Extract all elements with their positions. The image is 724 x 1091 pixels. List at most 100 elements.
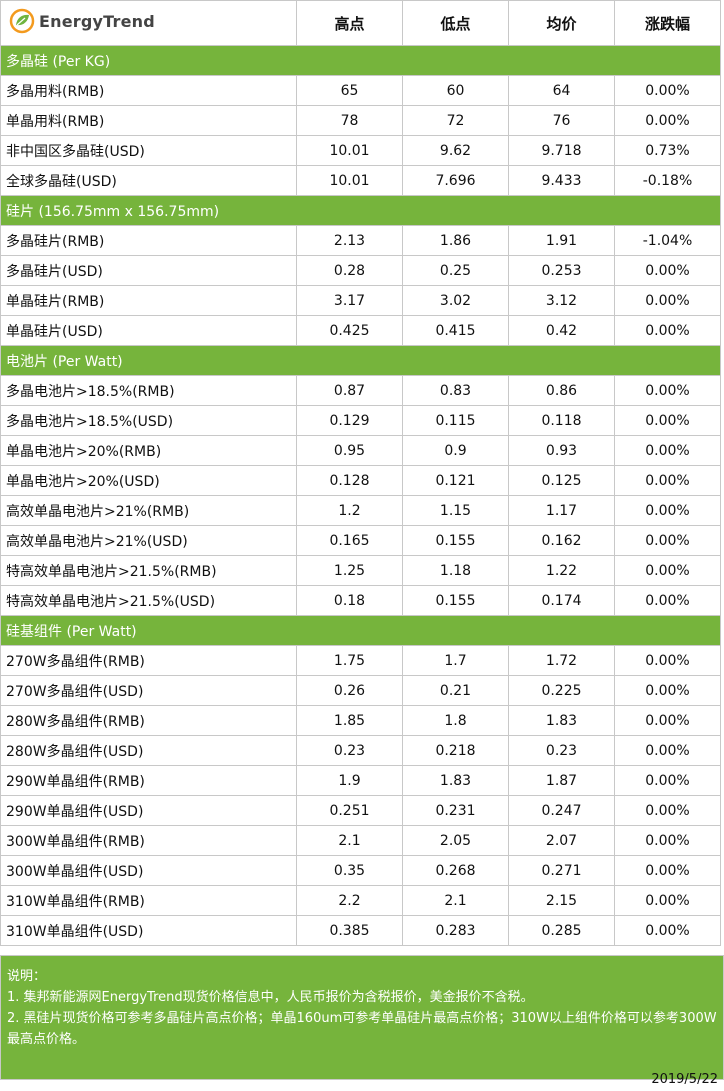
notes-line-1: 1. 集邦新能源网EnergyTrend现货价格信息中，人民币报价为含税报价，美… — [7, 990, 534, 1005]
change-cell: 0.00% — [614, 915, 721, 946]
change-cell: 0.00% — [614, 315, 721, 346]
column-header-high: 高点 — [296, 0, 403, 46]
table-row: 300W单晶组件(RMB) 2.1 2.05 2.07 0.00% — [0, 825, 721, 856]
section-title: 多晶硅 (Per KG) — [0, 45, 721, 76]
avg-price-cell: 0.118 — [508, 405, 615, 436]
product-name-cell: 290W单晶组件(RMB) — [0, 765, 297, 796]
high-price-cell: 0.95 — [296, 435, 403, 466]
high-price-cell: 0.251 — [296, 795, 403, 826]
avg-price-cell: 9.433 — [508, 165, 615, 196]
avg-price-cell: 64 — [508, 75, 615, 106]
product-name-cell: 多晶硅片(RMB) — [0, 225, 297, 256]
table-row: 270W多晶组件(RMB) 1.75 1.7 1.72 0.00% — [0, 645, 721, 676]
notes-box: 说明： 1. 集邦新能源网EnergyTrend现货价格信息中，人民币报价为含税… — [0, 955, 724, 1080]
change-cell: 0.00% — [614, 525, 721, 556]
product-name-cell: 多晶电池片>18.5%(USD) — [0, 405, 297, 436]
high-price-cell: 65 — [296, 75, 403, 106]
change-cell: -0.18% — [614, 165, 721, 196]
table-row: 单晶硅片(USD) 0.425 0.415 0.42 0.00% — [0, 315, 721, 346]
table-row: 全球多晶硅(USD) 10.01 7.696 9.433 -0.18% — [0, 165, 721, 196]
product-name-cell: 310W单晶组件(USD) — [0, 915, 297, 946]
change-cell: 0.00% — [614, 555, 721, 586]
low-price-cell: 0.231 — [402, 795, 509, 826]
table-row: 280W多晶组件(RMB) 1.85 1.8 1.83 0.00% — [0, 705, 721, 736]
product-name-cell: 单晶硅片(USD) — [0, 315, 297, 346]
notes-line-2: 2. 黑硅片现货价格可参考多晶硅片高点价格；单晶160um可参考单晶硅片最高点价… — [7, 1011, 717, 1047]
product-name-cell: 270W多晶组件(USD) — [0, 675, 297, 706]
change-cell: 0.00% — [614, 75, 721, 106]
high-price-cell: 0.129 — [296, 405, 403, 436]
low-price-cell: 1.83 — [402, 765, 509, 796]
high-price-cell: 1.9 — [296, 765, 403, 796]
change-cell: 0.00% — [614, 405, 721, 436]
table-row: 单晶硅片(RMB) 3.17 3.02 3.12 0.00% — [0, 285, 721, 316]
product-name-cell: 多晶硅片(USD) — [0, 255, 297, 286]
low-price-cell: 7.696 — [402, 165, 509, 196]
high-price-cell: 10.01 — [296, 165, 403, 196]
section-header-row: 电池片 (Per Watt) — [0, 345, 721, 376]
high-price-cell: 2.13 — [296, 225, 403, 256]
low-price-cell: 2.05 — [402, 825, 509, 856]
high-price-cell: 2.1 — [296, 825, 403, 856]
low-price-cell: 72 — [402, 105, 509, 136]
column-header-change: 涨跌幅 — [614, 0, 721, 46]
product-name-cell: 单晶用料(RMB) — [0, 105, 297, 136]
low-price-cell: 0.25 — [402, 255, 509, 286]
change-cell: 0.00% — [614, 795, 721, 826]
change-cell: 0.00% — [614, 285, 721, 316]
change-cell: 0.00% — [614, 585, 721, 616]
change-cell: 0.00% — [614, 705, 721, 736]
change-cell: 0.00% — [614, 765, 721, 796]
low-price-cell: 1.15 — [402, 495, 509, 526]
product-name-cell: 单晶电池片>20%(RMB) — [0, 435, 297, 466]
low-price-cell: 0.115 — [402, 405, 509, 436]
high-price-cell: 1.25 — [296, 555, 403, 586]
table-row: 310W单晶组件(RMB) 2.2 2.1 2.15 0.00% — [0, 885, 721, 916]
avg-price-cell: 0.225 — [508, 675, 615, 706]
product-name-cell: 单晶电池片>20%(USD) — [0, 465, 297, 496]
avg-price-cell: 1.87 — [508, 765, 615, 796]
high-price-cell: 0.18 — [296, 585, 403, 616]
avg-price-cell: 2.15 — [508, 885, 615, 916]
section-title: 电池片 (Per Watt) — [0, 345, 721, 376]
high-price-cell: 0.128 — [296, 465, 403, 496]
table-row: 非中国区多晶硅(USD) 10.01 9.62 9.718 0.73% — [0, 135, 721, 166]
table-row: 多晶用料(RMB) 65 60 64 0.00% — [0, 75, 721, 106]
high-price-cell: 1.75 — [296, 645, 403, 676]
column-header-low: 低点 — [402, 0, 509, 46]
table-row: 270W多晶组件(USD) 0.26 0.21 0.225 0.00% — [0, 675, 721, 706]
avg-price-cell: 1.72 — [508, 645, 615, 676]
table-row: 多晶电池片>18.5%(RMB) 0.87 0.83 0.86 0.00% — [0, 375, 721, 406]
avg-price-cell: 76 — [508, 105, 615, 136]
product-name-cell: 290W单晶组件(USD) — [0, 795, 297, 826]
low-price-cell: 0.155 — [402, 525, 509, 556]
table-row: 单晶电池片>20%(RMB) 0.95 0.9 0.93 0.00% — [0, 435, 721, 466]
notes-title: 说明： — [7, 969, 47, 984]
low-price-cell: 0.155 — [402, 585, 509, 616]
high-price-cell: 0.165 — [296, 525, 403, 556]
product-name-cell: 高效单晶电池片>21%(USD) — [0, 525, 297, 556]
low-price-cell: 0.83 — [402, 375, 509, 406]
high-price-cell: 2.2 — [296, 885, 403, 916]
table-body: 多晶硅 (Per KG) 多晶用料(RMB) 65 60 64 0.00% 单晶用料(RMB… — [0, 45, 721, 946]
product-name-cell: 310W单晶组件(RMB) — [0, 885, 297, 916]
change-cell: 0.00% — [614, 255, 721, 286]
low-price-cell: 1.86 — [402, 225, 509, 256]
low-price-cell: 9.62 — [402, 135, 509, 166]
table-row: 290W单晶组件(RMB) 1.9 1.83 1.87 0.00% — [0, 765, 721, 796]
low-price-cell: 0.9 — [402, 435, 509, 466]
avg-price-cell: 0.86 — [508, 375, 615, 406]
table-row: 特高效单晶电池片>21.5%(USD) 0.18 0.155 0.174 0.00% — [0, 585, 721, 616]
avg-price-cell: 0.23 — [508, 735, 615, 766]
avg-price-cell: 1.83 — [508, 705, 615, 736]
low-price-cell: 0.283 — [402, 915, 509, 946]
high-price-cell: 0.87 — [296, 375, 403, 406]
change-cell: 0.00% — [614, 375, 721, 406]
change-cell: 0.73% — [614, 135, 721, 166]
change-cell: 0.00% — [614, 645, 721, 676]
product-name-cell: 多晶用料(RMB) — [0, 75, 297, 106]
avg-price-cell: 0.247 — [508, 795, 615, 826]
leaf-logo-icon — [9, 8, 35, 34]
avg-price-cell: 0.271 — [508, 855, 615, 886]
product-name-cell: 270W多晶组件(RMB) — [0, 645, 297, 676]
